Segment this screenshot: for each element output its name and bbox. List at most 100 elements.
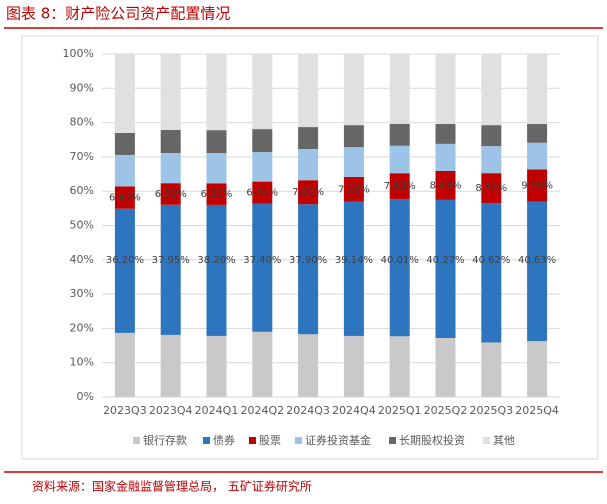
bar-segment	[160, 130, 181, 153]
bar-segment	[298, 204, 319, 335]
value-label: 6.47%	[109, 193, 141, 204]
bar-segment	[252, 129, 273, 153]
chart-title: 图表 8：财产险公司资产配置情况	[6, 5, 230, 23]
bar-segment	[481, 342, 502, 397]
bar-segment	[160, 334, 181, 397]
value-label: 8.43%	[430, 180, 462, 191]
bar-segment	[389, 123, 410, 146]
value-label: 9.39%	[521, 181, 553, 192]
x-tick-label: 2024Q4	[332, 404, 376, 417]
bar-segment	[114, 132, 135, 155]
value-label: 38.20%	[197, 255, 235, 266]
value-label: 37.95%	[152, 255, 190, 266]
bar-segment	[114, 332, 135, 397]
bar-segment	[206, 153, 227, 184]
y-tick-label: 90%	[70, 81, 94, 94]
bar-segment	[298, 149, 319, 181]
bar-segment	[160, 183, 181, 205]
legend-label: 银行存款	[143, 433, 187, 447]
x-tick-label: 2024Q1	[195, 404, 239, 417]
x-tick-label: 2023Q3	[103, 404, 147, 417]
bar-segment	[298, 54, 319, 128]
value-label: 37.40%	[243, 255, 281, 266]
legend-label: 证券投资基金	[305, 433, 371, 447]
bar-segment	[389, 336, 410, 397]
bar-segment	[114, 154, 135, 187]
bar-segment	[527, 142, 548, 170]
bar-segment	[206, 335, 227, 397]
value-label: 36.20%	[106, 255, 144, 266]
y-tick-label: 80%	[70, 116, 94, 129]
bar-segment	[435, 123, 456, 144]
y-tick-label: 40%	[70, 253, 94, 266]
y-tick-label: 70%	[70, 150, 94, 163]
bar-segment	[527, 54, 548, 124]
value-label: 40.62%	[472, 255, 510, 266]
x-tick-label: 2025Q3	[469, 404, 513, 417]
value-label: 40.27%	[426, 255, 464, 266]
legend-swatch	[203, 437, 210, 444]
legend-swatch	[295, 437, 302, 444]
bar-segment	[389, 54, 410, 124]
x-tick-label: 2023Q4	[149, 404, 193, 417]
bar-segment	[252, 181, 273, 204]
legend-swatch	[133, 437, 140, 444]
bar-segment	[206, 183, 227, 205]
bar-segment	[435, 54, 456, 124]
x-tick-label: 2025Q1	[378, 404, 422, 417]
bar-segment	[527, 123, 548, 143]
x-tick-label: 2024Q2	[240, 404, 284, 417]
value-label: 40.63%	[518, 255, 556, 266]
bar-segment	[481, 125, 502, 147]
bar-segment	[343, 54, 364, 126]
bar-segment	[298, 180, 319, 205]
bar-segment	[343, 176, 364, 202]
value-label: 7.22%	[338, 184, 370, 195]
bar-segment	[343, 125, 364, 148]
bar-segment	[206, 204, 227, 336]
bar-segment	[527, 341, 548, 397]
bar-segment	[389, 199, 410, 337]
bar-segment	[343, 335, 364, 397]
bar-segment	[389, 173, 410, 200]
bar-segment	[114, 54, 135, 133]
x-tick-label: 2025Q2	[424, 404, 468, 417]
bar-segment	[206, 130, 227, 154]
bar-segment	[206, 54, 227, 131]
bar-segment	[252, 152, 273, 182]
bar-segment	[435, 199, 456, 339]
bar-segment	[435, 143, 456, 171]
bar-segment	[527, 201, 548, 342]
legend-label: 其他	[493, 434, 515, 447]
bar-segment	[160, 204, 181, 335]
bar-segment	[252, 54, 273, 130]
bar-segment	[343, 201, 364, 336]
bar-segment	[343, 147, 364, 177]
value-label: 6.29%	[155, 189, 187, 200]
y-tick-label: 10%	[70, 356, 94, 369]
bar-segment	[389, 145, 410, 174]
x-tick-label: 2025Q4	[515, 404, 559, 417]
chart-frame	[21, 35, 599, 460]
legend-swatch	[483, 437, 490, 444]
bar-segment	[481, 173, 502, 204]
y-tick-label: 100%	[63, 47, 94, 60]
value-label: 39.14%	[335, 255, 373, 266]
y-tick-label: 0%	[77, 390, 94, 403]
bar-segment	[435, 170, 456, 200]
bar-segment	[481, 54, 502, 126]
bar-segment	[298, 334, 319, 397]
legend-label: 长期股权投资	[399, 433, 465, 447]
value-label: 40.01%	[381, 255, 419, 266]
bar-segment	[252, 203, 273, 332]
legend-swatch	[389, 437, 396, 444]
y-tick-label: 50%	[70, 219, 94, 232]
value-label: 6.40%	[246, 188, 278, 199]
y-tick-label: 30%	[70, 287, 94, 300]
bar-segment	[252, 331, 273, 397]
value-label: 7.00%	[292, 187, 324, 198]
bar-segment	[160, 152, 181, 184]
bar-segment	[481, 203, 502, 343]
bar-segment	[114, 208, 135, 333]
